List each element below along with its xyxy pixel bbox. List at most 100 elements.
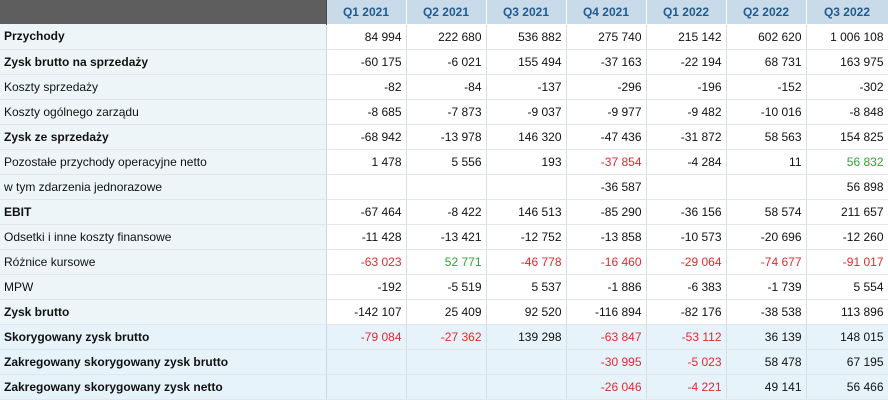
table-cell: -8 848 bbox=[806, 99, 888, 125]
column-header: Q3 2021 bbox=[485, 0, 567, 25]
header-corner bbox=[0, 0, 327, 24]
table-cell: -84 bbox=[406, 74, 487, 100]
column-header: Q1 2022 bbox=[645, 0, 727, 25]
table-cell: -9 977 bbox=[566, 99, 647, 125]
table-cell: -12 752 bbox=[486, 224, 567, 250]
table-cell: -36 156 bbox=[646, 199, 727, 225]
table-cell: 193 bbox=[486, 149, 567, 175]
table-cell: -82 176 bbox=[646, 299, 727, 325]
table-cell: -46 778 bbox=[486, 249, 567, 275]
table-cell: -82 bbox=[326, 74, 407, 100]
table-cell: -302 bbox=[806, 74, 888, 100]
table-cell: -296 bbox=[566, 74, 647, 100]
row-label: Zakregowany skorygowany zysk netto bbox=[0, 374, 327, 400]
table-cell: 211 657 bbox=[806, 199, 888, 225]
table-cell: -60 175 bbox=[326, 49, 407, 75]
table-row: Koszty sprzedaży -82 -84 -137 -296 -196 -152 -3… bbox=[0, 74, 888, 100]
table-cell: 222 680 bbox=[406, 24, 487, 50]
table-cell: -13 858 bbox=[566, 224, 647, 250]
table-row: MPW -192 -5 519 5 537 -1 886 -6 383 -1 739 5 55… bbox=[0, 274, 888, 300]
table-cell: -47 436 bbox=[566, 124, 647, 150]
column-header: Q4 2021 bbox=[565, 0, 647, 25]
table-cell: 155 494 bbox=[486, 49, 567, 75]
table-cell: -30 995 bbox=[566, 349, 647, 375]
column-header: Q3 2022 bbox=[805, 0, 888, 25]
table-cell: -16 460 bbox=[566, 249, 647, 275]
table-cell: -4 221 bbox=[646, 374, 727, 400]
table-cell: 58 563 bbox=[726, 124, 807, 150]
table-cell: -116 894 bbox=[566, 299, 647, 325]
table-row: w tym zdarzenia jednorazowe -36 587 56 898 bbox=[0, 174, 888, 200]
table-cell bbox=[486, 349, 567, 375]
table-cell: 148 015 bbox=[806, 324, 888, 350]
table-cell: 67 195 bbox=[806, 349, 888, 375]
table-cell: 139 298 bbox=[486, 324, 567, 350]
table-cell: -5 023 bbox=[646, 349, 727, 375]
table-cell: -13 421 bbox=[406, 224, 487, 250]
row-label: EBIT bbox=[0, 199, 327, 225]
row-label: Różnice kursowe bbox=[0, 249, 327, 275]
table-cell: -79 084 bbox=[326, 324, 407, 350]
table-cell: -36 587 bbox=[566, 174, 647, 200]
table-cell: 56 466 bbox=[806, 374, 888, 400]
table-row: Odsetki i inne koszty finansowe -11 428 -1… bbox=[0, 224, 888, 250]
table-row: Zysk brutto na sprzedaży -60 175 -6 021 155… bbox=[0, 49, 888, 75]
table-row: Różnice kursowe -63 023 52 771 -46 778 -16 4… bbox=[0, 249, 888, 275]
table-cell: 52 771 bbox=[406, 249, 487, 275]
table-cell: -26 046 bbox=[566, 374, 647, 400]
table-cell: 36 139 bbox=[726, 324, 807, 350]
table-cell: -6 383 bbox=[646, 274, 727, 300]
table-row: Pozostałe przychody operacyjne netto 1 47… bbox=[0, 149, 888, 175]
table-cell: 275 740 bbox=[566, 24, 647, 50]
table-cell: 163 975 bbox=[806, 49, 888, 75]
column-header: Q2 2022 bbox=[725, 0, 807, 25]
table-body: Przychody 84 994 222 680 536 882 275 740 215 … bbox=[0, 24, 888, 400]
table-cell: -85 290 bbox=[566, 199, 647, 225]
table-cell: 1 006 108 bbox=[806, 24, 888, 50]
table-cell bbox=[406, 374, 487, 400]
table-cell: -63 023 bbox=[326, 249, 407, 275]
table-cell: -13 978 bbox=[406, 124, 487, 150]
header-row: Q1 2021 Q2 2021 Q3 2021 Q4 2021 Q1 2022 … bbox=[0, 0, 888, 25]
table-cell: -1 739 bbox=[726, 274, 807, 300]
table-cell: 58 478 bbox=[726, 349, 807, 375]
table-cell: -9 482 bbox=[646, 99, 727, 125]
table-cell: -10 016 bbox=[726, 99, 807, 125]
table-cell: -10 573 bbox=[646, 224, 727, 250]
table-cell bbox=[406, 174, 487, 200]
table-cell: -8 685 bbox=[326, 99, 407, 125]
table-cell: -5 519 bbox=[406, 274, 487, 300]
table-cell: -1 886 bbox=[566, 274, 647, 300]
table-row: Zysk ze sprzedaży -68 942 -13 978 146 320 -4… bbox=[0, 124, 888, 150]
table-cell bbox=[486, 174, 567, 200]
table-cell: 25 409 bbox=[406, 299, 487, 325]
table-cell bbox=[326, 174, 407, 200]
table-cell: 602 620 bbox=[726, 24, 807, 50]
table-cell: -196 bbox=[646, 74, 727, 100]
table-cell bbox=[326, 374, 407, 400]
row-label: Przychody bbox=[0, 24, 327, 50]
table-row: Przychody 84 994 222 680 536 882 275 740 215 … bbox=[0, 24, 888, 50]
table-cell: -74 677 bbox=[726, 249, 807, 275]
table-cell: 56 832 bbox=[806, 149, 888, 175]
table-cell: 113 896 bbox=[806, 299, 888, 325]
row-label: Skorygowany zysk brutto bbox=[0, 324, 327, 350]
table-cell: -142 107 bbox=[326, 299, 407, 325]
table-cell: 92 520 bbox=[486, 299, 567, 325]
table-cell: -192 bbox=[326, 274, 407, 300]
table-cell: 56 898 bbox=[806, 174, 888, 200]
table-cell: -37 163 bbox=[566, 49, 647, 75]
table-row: Zakregowany skorygowany zysk brutto -30 9… bbox=[0, 349, 888, 375]
table-cell bbox=[486, 374, 567, 400]
table-cell: -38 538 bbox=[726, 299, 807, 325]
row-label: Koszty ogólnego zarządu bbox=[0, 99, 327, 125]
column-header: Q2 2021 bbox=[405, 0, 487, 25]
row-label: Koszty sprzedaży bbox=[0, 74, 327, 100]
table-cell: -7 873 bbox=[406, 99, 487, 125]
table-cell: -27 362 bbox=[406, 324, 487, 350]
table-cell: -9 037 bbox=[486, 99, 567, 125]
table-cell: 536 882 bbox=[486, 24, 567, 50]
table-cell: 5 554 bbox=[806, 274, 888, 300]
table-cell: 58 574 bbox=[726, 199, 807, 225]
